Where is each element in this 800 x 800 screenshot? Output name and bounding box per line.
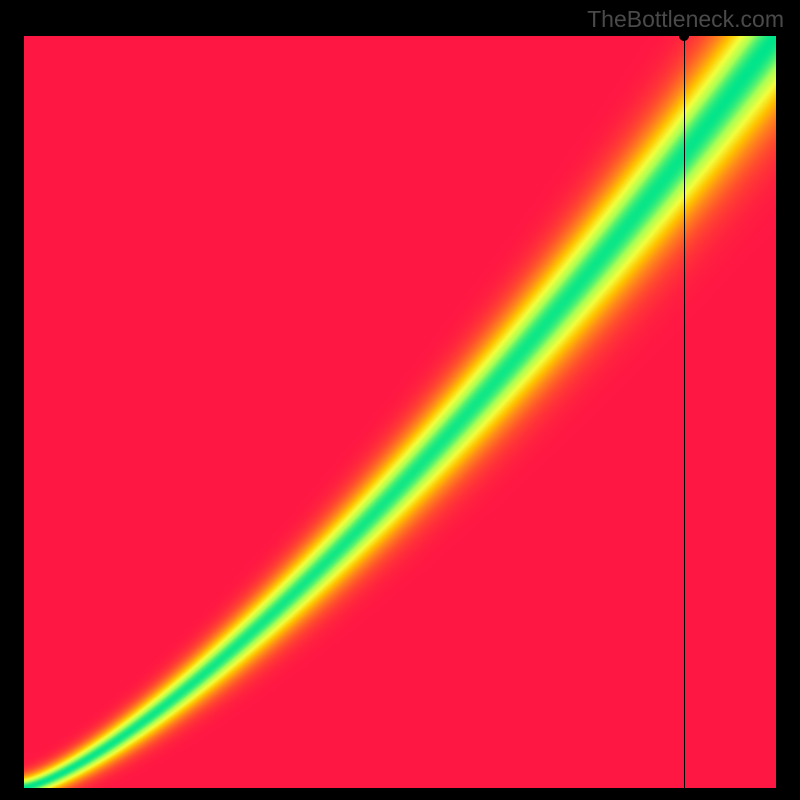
heatmap-plot [24,36,776,788]
chart-container: { "watermark": { "text": "TheBottleneck.… [0,0,800,800]
selection-vertical-line [684,36,685,788]
heatmap-canvas [24,36,776,788]
watermark-text: TheBottleneck.com [587,6,784,33]
